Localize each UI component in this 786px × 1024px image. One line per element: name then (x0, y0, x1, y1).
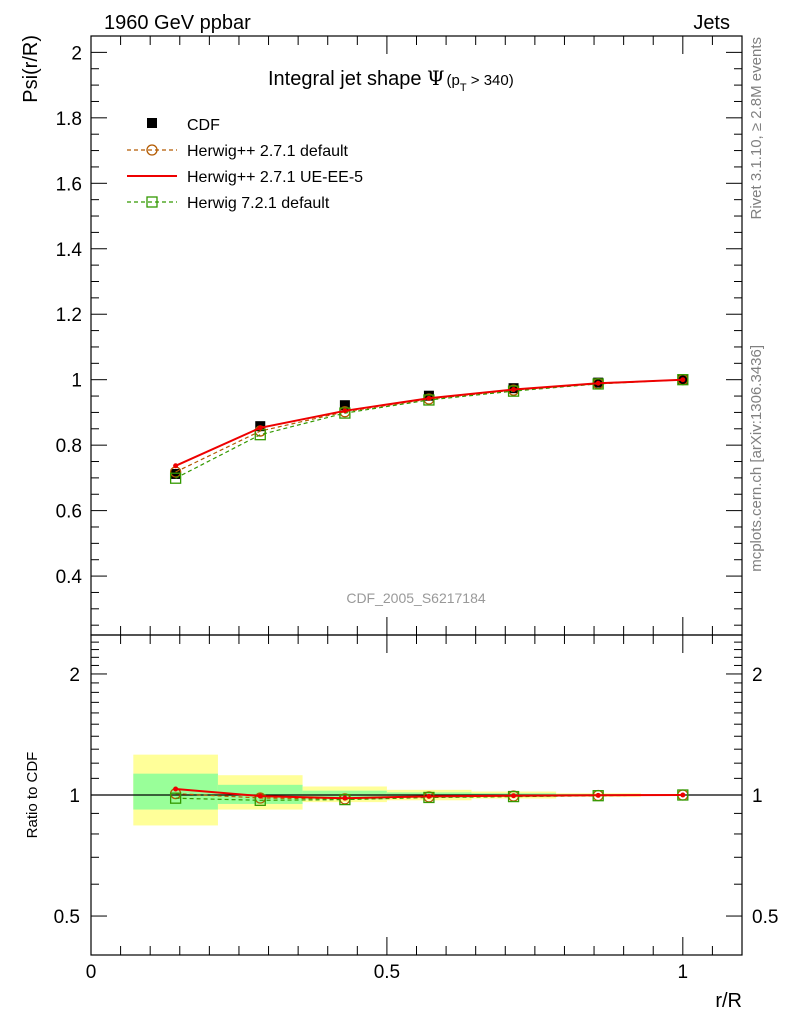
ratio-herwigpp-ueee5-point (342, 795, 348, 801)
mcplots-label: mcplots.cern.ch [arXiv:1306.3436] (748, 345, 765, 572)
watermark-analysis-id: CDF_2005_S6217184 (346, 590, 486, 606)
legend-entry-herwigpp-ueee5: Herwig++ 2.7.1 UE-EE-5 (127, 169, 363, 186)
main-herwig7-point (507, 385, 520, 397)
main-y-tick-label: 1 (71, 371, 82, 392)
x-tick-label: 1 (678, 962, 689, 983)
main-y-tick-label: 0.8 (56, 436, 82, 457)
main-herwigpp-ueee5-point (511, 387, 517, 393)
legend-entry-cdf: CDF (147, 117, 220, 134)
main-herwigpp-ueee5-point (173, 463, 179, 469)
main-y-tick-label: 1.6 (56, 174, 82, 195)
legend-cdf-marker (147, 118, 157, 128)
ratio-uncertainty-bands (133, 754, 683, 826)
cdf-data-point (423, 390, 434, 401)
ratio-herwigpp-ueee5-point (595, 792, 601, 798)
ratio-herwigpp-ueee5-point (257, 793, 263, 799)
x-tick-label: 0 (86, 962, 97, 983)
header-right: Jets (693, 12, 730, 34)
legend-herwig7-marker (146, 196, 158, 208)
main-axis-ticks (90, 35, 743, 635)
main-title-cut-suffix: > 340) (467, 72, 514, 89)
main-y-tick-label: 1.4 (56, 240, 83, 261)
legend-entry-herwig7: Herwig 7.2.1 default (127, 195, 330, 212)
ratio-y-tick-labels: 0.5 0.5 1 1 2 2 (54, 665, 779, 928)
legend-herwig7-label: Herwig 7.2.1 default (187, 195, 330, 212)
ratio-y-tick-label-left: 1 (69, 786, 80, 807)
ratio-y-tick-label-left: 0.5 (54, 907, 80, 928)
rivet-version-label: Rivet 3.1.10, ≥ 2.8M events (748, 37, 765, 220)
main-herwigpp-ueee5-point (680, 377, 686, 383)
legend-herwigpp-ueee5-label: Herwig++ 2.7.1 UE-EE-5 (187, 169, 363, 186)
ratio-y-tick-label-right: 0.5 (752, 907, 778, 928)
main-title-cut-prefix: (p (447, 72, 460, 89)
legend-herwigpp-default-label: Herwig++ 2.7.1 default (187, 143, 349, 160)
x-tick-label: 0.5 (374, 962, 400, 983)
legend-herwigpp-default-marker (146, 144, 158, 156)
main-title-text: Integral jet shape (268, 68, 421, 90)
main-y-tick-label: 1.2 (56, 305, 82, 326)
ratio-y-tick-label-right: 1 (752, 786, 763, 807)
ratio-herwigpp-ueee5-point (173, 786, 179, 792)
ratio-panel: Ratio to CDF 0.5 0.51 12 2 0 0.5 1 r/R (24, 634, 779, 1012)
main-y-tick-label: 0.4 (56, 567, 83, 588)
legend-cdf-label: CDF (187, 117, 220, 134)
ratio-series-layer (169, 786, 689, 806)
x-axis-label: r/R (715, 990, 742, 1012)
main-herwig7-point (339, 407, 351, 419)
main-herwigpp-ueee5-point (595, 380, 601, 386)
ratio-herwigpp-ueee5-point (511, 793, 517, 799)
main-title: Integral jet shape Ψ (pT > 340) (268, 66, 514, 94)
main-y-tick-label: 2 (71, 43, 82, 64)
ratio-y-axis-label: Ratio to CDF (24, 752, 41, 839)
main-herwigpp-ueee5-point (257, 425, 263, 431)
ratio-herwigpp-ueee5-point (680, 792, 686, 798)
legend-entry-herwigpp-default: Herwig++ 2.7.1 default (127, 143, 349, 160)
main-title-symbol: Ψ (427, 66, 445, 90)
ratio-y-tick-label-left: 2 (69, 665, 80, 686)
main-title-cut-sub: T (460, 82, 467, 94)
main-y-axis-label: Psi(r/R) (20, 35, 42, 103)
legend: CDF Herwig++ 2.7.1 default Herwig++ 2.7.… (127, 117, 363, 212)
ratio-herwig7-point (339, 793, 351, 806)
main-y-tick-label: 1.8 (56, 109, 82, 130)
main-y-tick-label: 0.6 (56, 502, 82, 523)
main-y-tick-labels: 0.4 0.6 0.8 1 1.2 1.4 1.6 1.8 2 (56, 43, 83, 588)
cdf-data-point (170, 468, 181, 479)
ratio-herwigpp-ueee5-point (426, 793, 432, 799)
main-herwigpp-ueee5-point (426, 395, 432, 401)
header-left: 1960 GeV ppbar (104, 12, 251, 34)
ratio-axis-ticks (90, 635, 743, 956)
cdf-data-point (339, 400, 350, 411)
ratio-y-tick-label-right: 2 (752, 665, 763, 686)
main-herwigpp-ueee5-point (342, 408, 348, 414)
x-tick-labels: 0 0.5 1 (86, 962, 688, 983)
main-herwig7-point (169, 472, 182, 484)
main-panel: Psi(r/R) 0.4 0.6 0.8 1 1.2 1.4 1.6 1.8 2 CDF_200… (20, 35, 743, 636)
main-series-layer (169, 374, 689, 484)
ratio-herwig7-point (169, 792, 182, 804)
